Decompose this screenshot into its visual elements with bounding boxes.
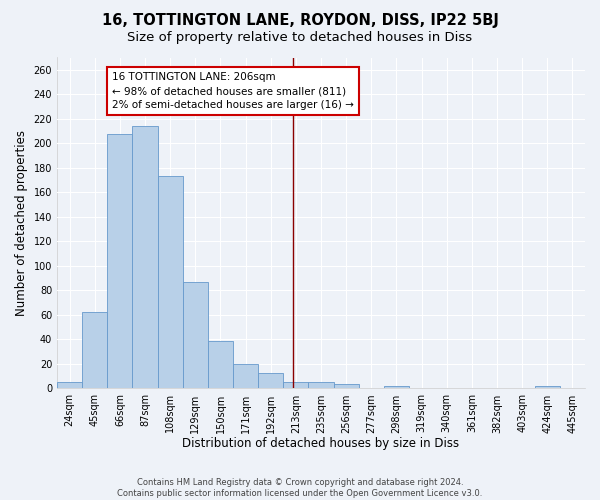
Bar [334,384,359,388]
Y-axis label: Number of detached properties: Number of detached properties [15,130,28,316]
Bar [308,382,334,388]
Bar [535,386,560,388]
Bar [183,282,208,389]
Bar [283,382,308,388]
Bar [384,386,409,388]
Bar [233,364,258,388]
Bar [208,340,233,388]
Bar [82,312,107,388]
Text: 16, TOTTINGTON LANE, ROYDON, DISS, IP22 5BJ: 16, TOTTINGTON LANE, ROYDON, DISS, IP22 … [101,12,499,28]
Bar [57,382,82,388]
Bar [158,176,183,388]
Text: Contains HM Land Registry data © Crown copyright and database right 2024.
Contai: Contains HM Land Registry data © Crown c… [118,478,482,498]
Bar [258,372,283,388]
X-axis label: Distribution of detached houses by size in Diss: Distribution of detached houses by size … [182,437,460,450]
Text: 16 TOTTINGTON LANE: 206sqm
← 98% of detached houses are smaller (811)
2% of semi: 16 TOTTINGTON LANE: 206sqm ← 98% of deta… [112,72,354,110]
Bar [107,134,133,388]
Text: Size of property relative to detached houses in Diss: Size of property relative to detached ho… [127,31,473,44]
Bar [133,126,158,388]
